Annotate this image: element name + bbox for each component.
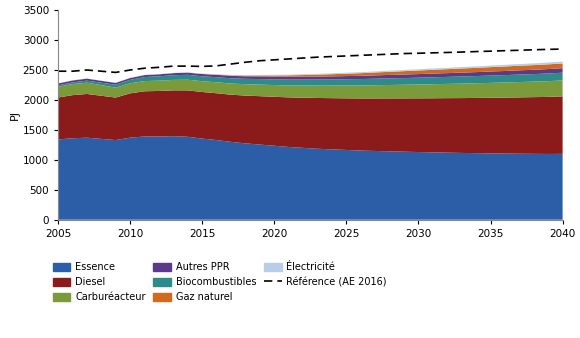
Legend: Essence, Diesel, Carburéacteur, Autres PPR, Biocombustibles, Gaz naturel, Électr: Essence, Diesel, Carburéacteur, Autres P… [53, 262, 387, 302]
Y-axis label: PJ: PJ [10, 110, 20, 120]
